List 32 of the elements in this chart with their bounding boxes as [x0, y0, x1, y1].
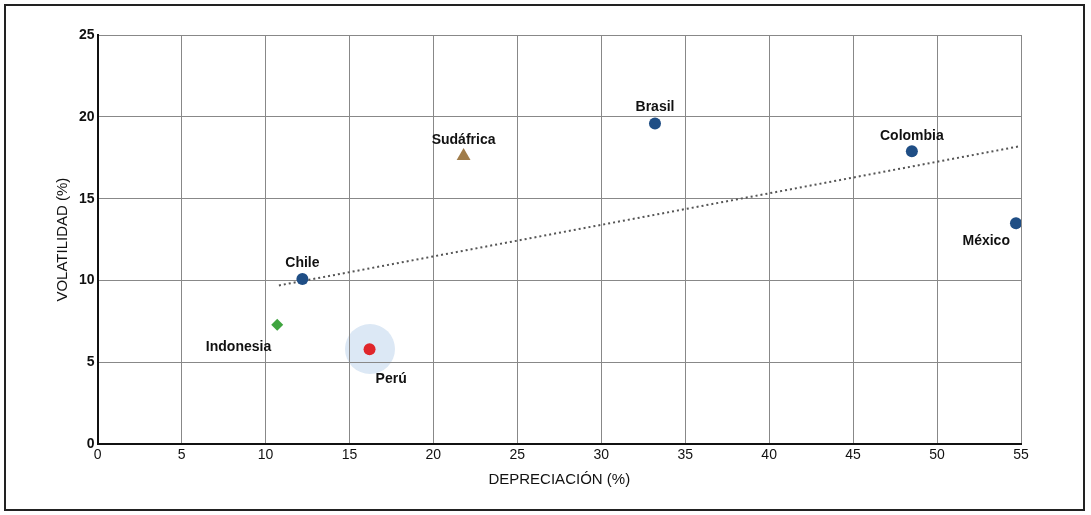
- x-tick-label: 20: [425, 446, 442, 463]
- series-label: Colombia: [879, 127, 944, 144]
- point: [296, 272, 309, 285]
- point: [1009, 217, 1021, 230]
- series-label: México: [962, 232, 1010, 249]
- y-tick-label: 0: [86, 435, 95, 452]
- point: [456, 148, 471, 161]
- series-label: Brasil: [635, 98, 675, 115]
- x-tick-label: 5: [177, 446, 186, 463]
- y-tick-label: 5: [86, 353, 95, 370]
- series-label: Indonesia: [205, 337, 272, 354]
- x-tick-label: 35: [677, 446, 694, 463]
- x-axis-title: DEPRECIACIÓN (%): [488, 470, 631, 488]
- point: [648, 117, 661, 130]
- x-tick-label: 50: [929, 446, 946, 463]
- series-label: Chile: [285, 253, 320, 270]
- series-label: Sudáfrica: [431, 130, 496, 147]
- x-tick-label: 10: [257, 446, 274, 463]
- series-label: Perú: [375, 370, 407, 387]
- y-tick-label: 25: [78, 25, 95, 42]
- y-tick-label: 10: [78, 271, 95, 288]
- y-axis-title: VOLATILIDAD (%): [53, 177, 71, 302]
- x-tick-label: 15: [341, 446, 358, 463]
- x-tick-label: 45: [845, 446, 862, 463]
- x-tick-label: 25: [509, 446, 526, 463]
- x-tick-label: 30: [593, 446, 610, 463]
- x-tick-label: 55: [1013, 446, 1029, 463]
- y-tick-label: 15: [78, 189, 95, 206]
- y-tick-label: 20: [78, 107, 95, 124]
- x-tick-label: 40: [761, 446, 778, 463]
- point: [905, 145, 918, 158]
- point: [271, 318, 284, 331]
